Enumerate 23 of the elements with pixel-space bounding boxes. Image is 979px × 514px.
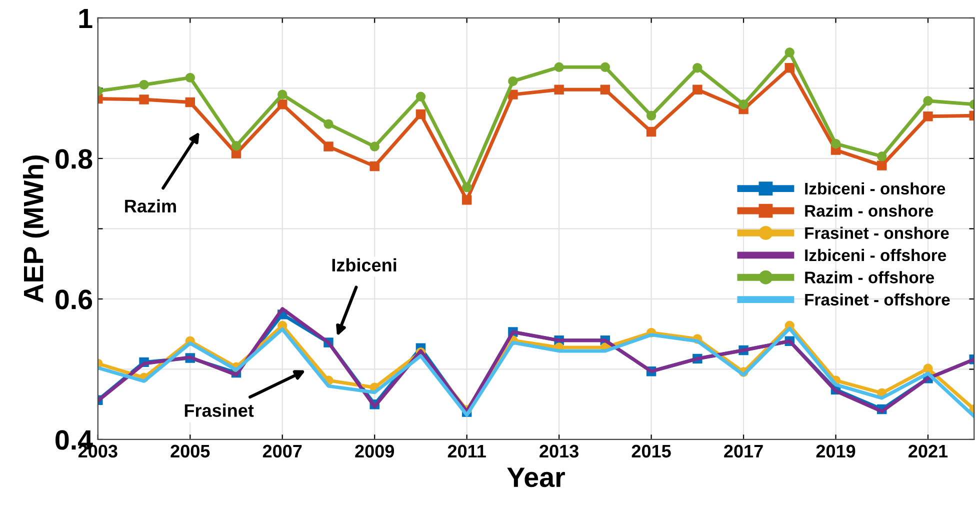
annotation: Razim — [125, 199, 176, 213]
legend-label: Razim - offshore — [805, 271, 934, 284]
annotation: Frasinet — [184, 404, 254, 417]
x-tick-label: 2007 — [262, 444, 302, 458]
x-tick-label: 2005 — [170, 444, 210, 458]
x-tick-label: 2011 — [448, 444, 486, 458]
x-tick-label: 2017 — [724, 444, 763, 458]
x-axis-title: Year — [507, 468, 565, 488]
y-tick-label: 1 — [79, 8, 92, 28]
legend-label: Frasinet - offshore — [805, 293, 950, 306]
legend-label: Razim - onshore — [805, 204, 934, 217]
x-tick-label: 2009 — [355, 444, 394, 458]
legend-label: Izbiceni - onshore — [805, 182, 946, 195]
y-axis-title: AEP (MWh) — [22, 156, 49, 303]
legend-label: Frasinet - onshore — [805, 226, 949, 239]
x-tick-label: 2021 — [908, 444, 948, 458]
y-tick-label: 0.6 — [56, 290, 92, 310]
y-tick-label: 0.8 — [56, 149, 92, 169]
legend-label: Izbiceni - offshore — [805, 248, 946, 262]
annotation: Izbiceni — [332, 258, 396, 272]
x-tick-label: 2019 — [816, 444, 856, 458]
x-tick-label: 2013 — [540, 444, 578, 458]
x-tick-label: 2015 — [632, 444, 671, 458]
